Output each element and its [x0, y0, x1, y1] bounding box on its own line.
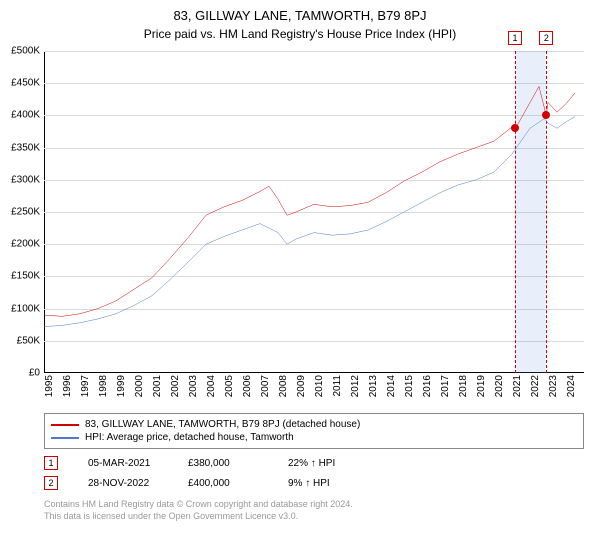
x-tick-label: 2017	[440, 375, 451, 397]
x-tick-label: 1999	[116, 375, 127, 397]
x-tick-label: 2011	[332, 375, 343, 397]
y-tick-label: £300K	[11, 174, 40, 185]
series-svg	[44, 51, 584, 373]
footer-line: Contains HM Land Registry data © Crown c…	[44, 499, 584, 511]
legend-item: 83, GILLWAY LANE, TAMWORTH, B79 8PJ (det…	[51, 418, 577, 431]
transaction-price: £380,000	[188, 458, 258, 469]
marker-dot	[542, 111, 550, 119]
x-tick-label: 2023	[548, 375, 559, 397]
x-tick-label: 2021	[512, 375, 523, 397]
x-tick-label: 2012	[350, 375, 361, 397]
marker-icon: 2	[539, 31, 553, 45]
series-line-price_paid	[44, 86, 575, 316]
x-tick-label: 2004	[206, 375, 217, 397]
x-tick-label: 1995	[44, 375, 55, 397]
y-tick-label: £400K	[11, 110, 40, 121]
footer: Contains HM Land Registry data © Crown c…	[44, 499, 584, 522]
transaction-date: 28-NOV-2022	[88, 478, 158, 489]
marker-icon: 2	[44, 476, 58, 490]
x-tick-label: 2014	[386, 375, 397, 397]
x-tick-label: 2008	[278, 375, 289, 397]
x-tick-label: 1997	[80, 375, 91, 397]
x-tick-label: 2007	[260, 375, 271, 397]
y-tick-label: £150K	[11, 271, 40, 282]
legend-item: HPI: Average price, detached house, Tamw…	[51, 431, 577, 444]
x-tick-label: 2006	[242, 375, 253, 397]
transaction-price: £400,000	[188, 478, 258, 489]
legend-swatch	[51, 437, 79, 439]
x-tick-label: 2013	[368, 375, 379, 397]
x-tick-label: 2015	[404, 375, 415, 397]
x-tick-label: 2001	[152, 375, 163, 397]
y-tick-label: £350K	[11, 142, 40, 153]
x-tick-label: 2010	[314, 375, 325, 397]
y-tick-label: £200K	[11, 239, 40, 250]
marker-dot	[511, 124, 519, 132]
x-tick-label: 1996	[62, 375, 73, 397]
y-tick-label: £450K	[11, 78, 40, 89]
y-tick-label: £250K	[11, 207, 40, 218]
footer-line: This data is licensed under the Open Gov…	[44, 511, 584, 523]
legend: 83, GILLWAY LANE, TAMWORTH, B79 8PJ (det…	[44, 413, 584, 449]
transaction-delta: 9% ↑ HPI	[288, 478, 358, 489]
transaction-delta: 22% ↑ HPI	[288, 458, 358, 469]
table-row: 2 28-NOV-2022 £400,000 9% ↑ HPI	[44, 473, 584, 493]
y-tick-label: £50K	[17, 335, 40, 346]
series-line-hpi	[44, 117, 575, 327]
x-tick-label: 2009	[296, 375, 307, 397]
x-tick-label: 2002	[170, 375, 181, 397]
y-tick-label: £500K	[11, 46, 40, 57]
x-tick-label: 2000	[134, 375, 145, 397]
x-tick-label: 2016	[422, 375, 433, 397]
title-main: 83, GILLWAY LANE, TAMWORTH, B79 8PJ	[0, 0, 600, 23]
transaction-table: 1 05-MAR-2021 £380,000 22% ↑ HPI 2 28-NO…	[44, 453, 584, 493]
plot-region: £0£50K£100K£150K£200K£250K£300K£350K£400…	[44, 51, 584, 373]
chart-area: £0£50K£100K£150K£200K£250K£300K£350K£400…	[44, 47, 584, 407]
y-tick-label: £0	[29, 368, 40, 379]
x-tick-label: 2018	[458, 375, 469, 397]
table-row: 1 05-MAR-2021 £380,000 22% ↑ HPI	[44, 453, 584, 473]
chart-container: 83, GILLWAY LANE, TAMWORTH, B79 8PJ Pric…	[0, 0, 600, 560]
marker-icon: 1	[44, 456, 58, 470]
legend-label: HPI: Average price, detached house, Tamw…	[85, 432, 294, 443]
x-tick-label: 2024	[566, 375, 577, 397]
x-tick-label: 2005	[224, 375, 235, 397]
x-tick-label: 2003	[188, 375, 199, 397]
x-tick-label: 2022	[530, 375, 541, 397]
legend-swatch	[51, 424, 79, 426]
marker-icon: 1	[508, 31, 522, 45]
x-tick-label: 2020	[494, 375, 505, 397]
legend-label: 83, GILLWAY LANE, TAMWORTH, B79 8PJ (det…	[85, 419, 360, 430]
x-tick-label: 1998	[98, 375, 109, 397]
x-tick-label: 2019	[476, 375, 487, 397]
y-tick-label: £100K	[11, 303, 40, 314]
transaction-date: 05-MAR-2021	[88, 458, 158, 469]
